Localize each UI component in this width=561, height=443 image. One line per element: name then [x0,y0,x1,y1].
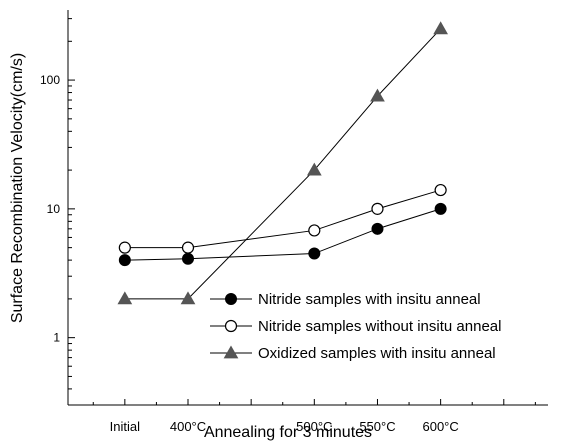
x-axis-title: Annealing for 3 minutes [204,424,372,441]
series-group [118,202,447,267]
data-point [181,241,195,254]
x-tick-label: 400°C [170,419,206,434]
x-tick-label: 500°C [296,419,332,434]
legend-label: Nitride samples with insitu anneal [258,291,481,308]
y-axis-ticks: 1 10 100 [40,18,75,406]
x-axis-ticks: Initial 400°C 500°C 550°C 600°C [92,399,536,434]
legend: Nitride samples with insitu anneal Nitrid… [210,291,501,362]
series-line [124,28,441,300]
data-point [118,254,131,267]
y-tick-label: 10 [47,202,61,216]
data-point [434,202,447,215]
data-point [308,247,321,260]
legend-marker [224,319,238,333]
x-tick-label: 550°C [359,419,395,434]
data-point [118,241,131,254]
y-axis-title: Surface Recombination Velocity(cm/s) [9,53,26,323]
data-point [308,224,321,237]
x-tick-label: 600°C [422,419,458,434]
series-layer [117,21,448,305]
y-tick-label: 1 [53,331,60,345]
data-point [182,252,194,265]
x-tick-label: Initial [110,419,140,434]
series-line [124,189,441,249]
legend-marker [225,293,237,305]
series-group [117,21,448,305]
legend-label: Nitride samples without insitu anneal [258,318,501,335]
series-group [118,183,447,254]
data-point [434,183,447,197]
legend-marker [223,345,239,359]
data-point [371,202,384,215]
y-tick-label: 100 [40,73,60,87]
legend-label: Oxidized samples with insitu anneal [258,345,496,362]
data-point [370,88,385,102]
data-point [117,291,133,305]
data-point [306,162,322,176]
data-point [371,222,384,235]
data-point [433,21,448,35]
data-point [180,291,196,305]
